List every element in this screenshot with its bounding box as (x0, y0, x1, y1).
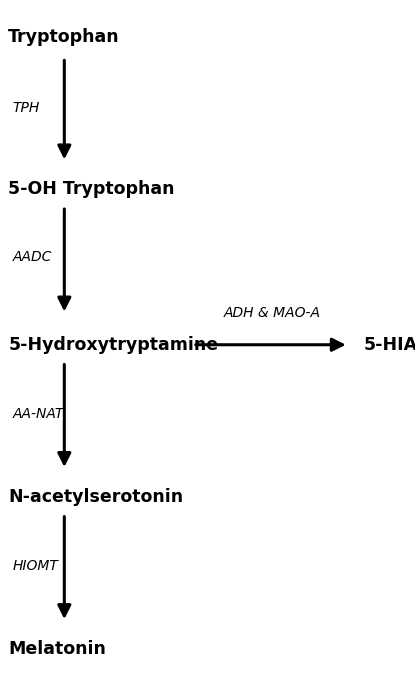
Text: TPH: TPH (12, 101, 40, 115)
Text: 5-HIAA: 5-HIAA (363, 336, 415, 354)
Text: 5-OH Tryptophan: 5-OH Tryptophan (8, 180, 175, 198)
Text: HIOMT: HIOMT (12, 560, 59, 573)
Text: Melatonin: Melatonin (8, 640, 106, 658)
Text: 5-Hydroxytryptamine: 5-Hydroxytryptamine (8, 336, 218, 354)
Text: Tryptophan: Tryptophan (8, 28, 120, 46)
Text: N-acetylserotonin: N-acetylserotonin (8, 488, 183, 506)
Text: AA-NAT: AA-NAT (12, 408, 64, 421)
Text: ADH & MAO-A: ADH & MAO-A (223, 306, 320, 320)
Text: AADC: AADC (12, 250, 52, 264)
